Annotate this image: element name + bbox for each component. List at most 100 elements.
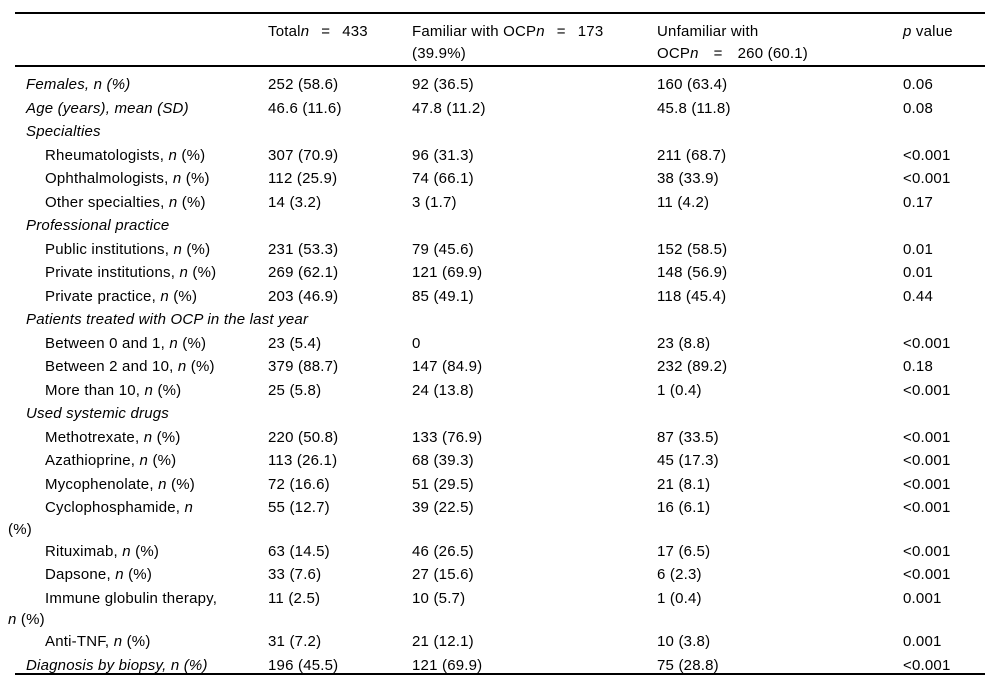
label-segment: n: [122, 542, 131, 560]
row-label-line1: Private practice, n (%): [8, 285, 268, 309]
row-label-line1: Between 2 and 10, n (%): [8, 355, 268, 379]
header-familiar: Familiar with OCPn = 173 (39.9%): [412, 21, 657, 65]
label-segment: n: [143, 428, 153, 446]
cell-unfamiliar: 38 (33.9): [657, 170, 719, 187]
cell-unfamiliar: 152 (58.5): [657, 240, 728, 258]
row-label-line1: Rheumatologists, n (%): [8, 144, 268, 168]
label-segment: Between 0 and 1,: [45, 334, 170, 352]
cell-total: 231 (53.3): [268, 240, 339, 258]
label-segment: n: [158, 475, 167, 493]
cell-familiar: 27 (15.6): [412, 566, 474, 583]
label-segment: (%): [177, 146, 206, 164]
label-segment: (%): [148, 452, 177, 469]
row-label: Cyclophosphamide, n (%): [8, 496, 268, 540]
cell-familiar: 133 (76.9): [412, 428, 483, 446]
row-label-line1: Other specialties, n (%): [8, 191, 268, 215]
label-segment: Ophthalmologists,: [45, 170, 173, 187]
cell-familiar: 74 (66.1): [412, 170, 474, 187]
cell-p-value: 0.001: [903, 633, 942, 650]
cell-familiar: 46 (26.5): [412, 542, 474, 560]
cell-familiar: 39 (22.5): [412, 499, 474, 516]
cell-unfamiliar: 16 (6.1): [657, 499, 711, 516]
label-segment: n: [184, 499, 194, 516]
cell-unfamiliar: 6 (2.3): [657, 566, 702, 583]
row-label-line1: Patients treated with OCP in the last ye…: [8, 308, 308, 332]
cell-p-value: [903, 120, 985, 144]
row-label-line1: Immune globulin therapy,: [8, 587, 268, 611]
cell-familiar: 92 (36.5): [412, 76, 474, 93]
header-total: Totaln = 433: [268, 21, 412, 65]
cell-p-value: <0.001: [903, 475, 951, 493]
header-total-n: n: [300, 23, 310, 40]
label-segment: Rheumatologists,: [45, 146, 169, 164]
header-unfamiliar-value: 260 (60.1): [737, 45, 809, 62]
row-label: Private practice, n (%): [8, 285, 268, 309]
row-label-line1: Age (years), mean (SD): [8, 97, 268, 121]
cell-total: 33 (7.6): [268, 566, 322, 583]
cell-familiar: 3 (1.7): [412, 193, 457, 211]
cell-unfamiliar: 17 (6.5): [657, 542, 711, 560]
cell-p-value: <0.001: [903, 334, 951, 352]
cell-familiar: [412, 402, 657, 426]
cell-total: 46.6 (11.6): [268, 99, 342, 117]
cell-total: 203 (46.9): [268, 287, 339, 305]
cell-total: 220 (50.8): [268, 428, 339, 446]
row-label-line1: Specialties: [8, 120, 268, 144]
header-unfamiliar-line2: OCPn = 260 (60.1): [657, 43, 903, 65]
row-label-line1: More than 10, n (%): [8, 379, 268, 403]
cell-unfamiliar: 1 (0.4): [657, 381, 702, 399]
row-label: Dapsone, n (%): [8, 563, 268, 587]
cell-unfamiliar: 10 (3.8): [657, 633, 711, 650]
row-label: Professional practice: [8, 214, 268, 238]
cell-familiar: 0: [412, 334, 421, 352]
cell-total: [268, 402, 412, 426]
cell-p-value: <0.001: [903, 381, 951, 399]
row-label: Between 0 and 1, n (%): [8, 332, 268, 356]
cell-total: 269 (62.1): [268, 264, 339, 281]
cell-familiar: 121 (69.9): [412, 656, 483, 674]
cell-total: [268, 214, 412, 238]
cell-familiar: [412, 308, 657, 332]
header-total-label: Total: [268, 23, 301, 40]
label-segment: (%): [152, 428, 181, 446]
label-segment: Methotrexate,: [45, 428, 144, 446]
table-body: Females, n (%) 252 (58.6) 92 (36.5) 160 (63…: [8, 73, 985, 677]
cell-unfamiliar: [657, 308, 903, 332]
cell-unfamiliar: 160 (63.4): [657, 76, 728, 93]
label-segment: Professional practice: [26, 217, 170, 234]
cell-unfamiliar: 11 (4.2): [657, 193, 710, 211]
cell-unfamiliar: 87 (33.5): [657, 428, 719, 446]
header-familiar-n: n: [536, 23, 545, 40]
equals-sign: =: [321, 23, 331, 40]
label-segment: Specialties: [26, 123, 101, 140]
cell-familiar: 51 (29.5): [412, 475, 474, 493]
cell-total: 112 (25.9): [268, 170, 338, 187]
row-label-line1: Used systemic drugs: [8, 402, 268, 426]
cell-total: 196 (45.5): [268, 656, 339, 674]
cell-unfamiliar: 211 (68.7): [657, 146, 727, 164]
row-label: Other specialties, n (%): [8, 191, 268, 215]
row-label-line1: Public institutions, n (%): [8, 238, 268, 262]
row-label-line1: Mycophenolate, n (%): [8, 473, 268, 497]
label-segment: n: [115, 566, 124, 583]
row-label-line2: (%): [8, 520, 268, 540]
row-label: Private institutions, n (%): [8, 261, 268, 285]
label-segment: (%): [168, 287, 198, 305]
label-segment: n: [173, 240, 182, 258]
cell-unfamiliar: 232 (89.2): [657, 358, 728, 375]
row-label-line1: Ophthalmologists, n (%): [8, 167, 268, 191]
label-segment: (%): [130, 542, 160, 560]
row-label-line2: n (%): [8, 610, 268, 630]
row-label-line1: Private institutions, n (%): [8, 261, 268, 285]
label-segment: (%): [8, 520, 32, 538]
cell-familiar: 10 (5.7): [412, 589, 466, 607]
header-p-italic: p: [903, 23, 912, 40]
label-segment: n: [139, 452, 149, 469]
cell-familiar: 21 (12.1): [412, 633, 474, 650]
label-segment: (%): [181, 240, 211, 258]
header-familiar-value: 173: [577, 23, 604, 40]
row-label-line1: Methotrexate, n (%): [8, 426, 268, 450]
cell-p-value: [903, 214, 985, 238]
label-segment: (%): [186, 358, 215, 375]
header-p-value: p value: [903, 23, 953, 40]
